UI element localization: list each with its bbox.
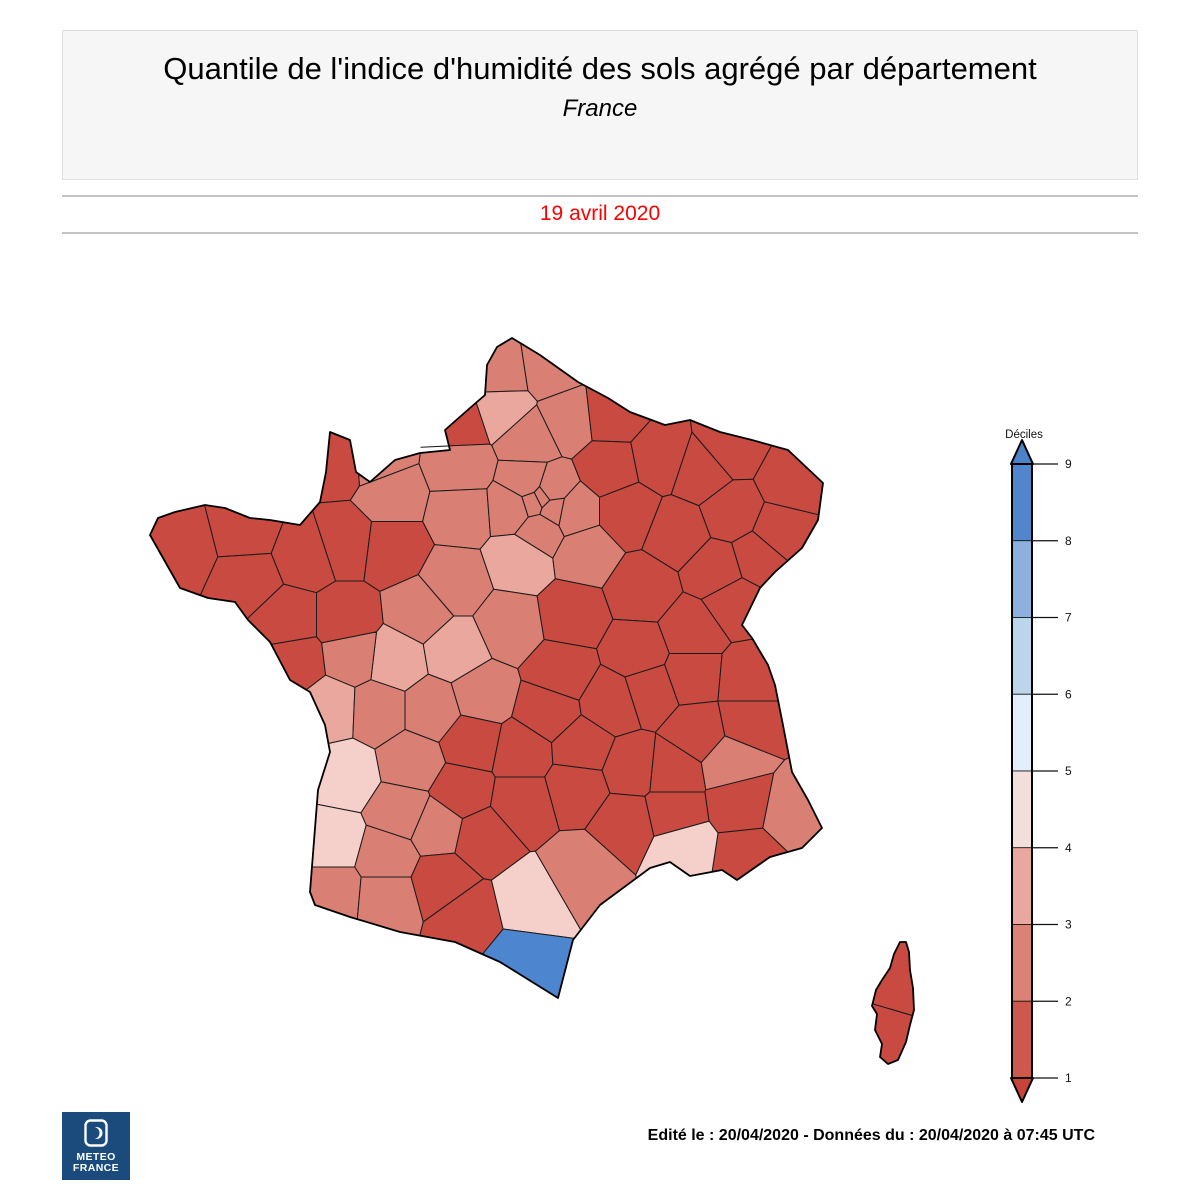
legend-tick-label: 8: [1065, 534, 1072, 548]
meteo-france-logo-icon: [84, 1119, 108, 1147]
department-haute-corse: [873, 942, 915, 1016]
legend-tick-label: 1: [1065, 1071, 1072, 1085]
legend-tick-label: 4: [1065, 841, 1072, 855]
legend-color-block: [1012, 1001, 1032, 1078]
legend-color-block: [1012, 464, 1032, 541]
department-c-tes-d-armor: [205, 505, 284, 557]
deciles-legend: Déciles 9 8 7 6 5 4 3 2 1: [990, 424, 1120, 1114]
date-label: 19 avril 2020: [0, 202, 1200, 226]
legend-tick-label: 2: [1065, 994, 1072, 1008]
legend-color-block: [1012, 848, 1032, 925]
edition-credit: Edité le : 20/04/2020 - Données du : 20/…: [648, 1127, 1095, 1145]
legend-tick-label: 6: [1065, 687, 1072, 701]
legend-color-block: [1012, 771, 1032, 848]
legend-color-block: [1012, 694, 1032, 771]
legend-arrow-up-icon: [1011, 440, 1033, 464]
page-subtitle: France: [63, 95, 1137, 123]
department-pas-de-calais: [485, 338, 528, 392]
department-ni-vre: [537, 579, 613, 649]
legend-arrow-down-icon: [1011, 1078, 1033, 1102]
logo-text-line2: FRANCE: [62, 1163, 130, 1174]
legend-color-block: [1012, 541, 1032, 618]
meteo-france-logo: METEO FRANCE: [62, 1112, 130, 1180]
department-eure-et-loir: [423, 489, 491, 549]
header: Quantile de l'indice d'humidité des sols…: [62, 30, 1138, 180]
legend-tick-label: 7: [1065, 611, 1072, 625]
legend-tick-label: 9: [1065, 457, 1072, 471]
divider-bottom: [62, 232, 1138, 234]
department-charente-maritime: [306, 675, 355, 743]
page-title: Quantile de l'indice d'humidité des sols…: [63, 51, 1137, 87]
legend-color-block: [1012, 925, 1032, 1002]
department-manche: [319, 432, 359, 503]
divider-top: [62, 195, 1138, 197]
legend-tick-label: 5: [1065, 764, 1072, 778]
legend-tick-label: 3: [1065, 918, 1072, 932]
france-choropleth-map: [130, 320, 970, 1120]
legend-title: Déciles: [1005, 429, 1043, 441]
legend-color-block: [1012, 618, 1032, 695]
